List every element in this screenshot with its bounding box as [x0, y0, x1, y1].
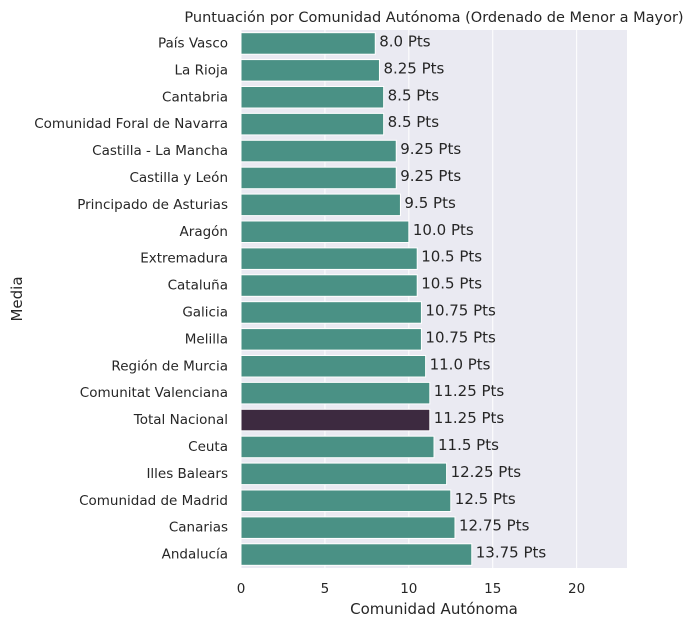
data-label: 12.75 Pts [459, 517, 530, 535]
data-label: 10.5 Pts [421, 275, 482, 293]
data-label: 8.25 Pts [383, 59, 444, 77]
bars [240, 32, 473, 566]
chart-title: Puntuación por Comunidad Autónoma (Orden… [184, 10, 683, 26]
x-tick-label: 5 [321, 581, 330, 597]
data-label: 8.5 Pts [388, 113, 440, 131]
category-label: Melilla [185, 331, 228, 347]
data-label: 8.0 Pts [379, 32, 431, 50]
bar [240, 247, 418, 270]
data-label: 10.75 Pts [425, 301, 496, 319]
data-label: 13.75 Pts [476, 544, 547, 562]
data-label: 9.25 Pts [400, 167, 461, 185]
x-tick-label: 10 [400, 581, 417, 597]
bar [240, 193, 401, 217]
x-tick-labels: 0 5 10 15 20 [237, 581, 586, 597]
bar [240, 462, 448, 486]
data-label: 11.25 Pts [434, 409, 505, 427]
data-label: 10.5 Pts [421, 248, 482, 266]
y-axis-label: Media [8, 276, 26, 321]
plot-area [241, 30, 627, 568]
bar [240, 274, 418, 297]
data-label: 11.5 Pts [438, 436, 499, 454]
data-label: 8.5 Pts [388, 86, 440, 104]
category-label: Comunitat Valenciana [80, 385, 228, 401]
data-label: 9.5 Pts [404, 194, 456, 212]
data-label: 9.25 Pts [400, 140, 461, 158]
category-label: Total Nacional [133, 412, 228, 428]
category-label: Comunidad Foral de Navarra [34, 116, 228, 132]
bar [240, 489, 452, 513]
category-label: Aragón [180, 224, 228, 240]
category-label: Castilla - La Mancha [92, 143, 228, 159]
bar [240, 328, 422, 351]
x-axis-label: Comunidad Autónoma [350, 600, 518, 618]
category-label: Principado de Asturias [77, 197, 228, 213]
bar [240, 516, 456, 539]
x-tick-label: 15 [484, 581, 501, 597]
data-label: 10.75 Pts [425, 328, 496, 346]
category-label: La Rioja [175, 62, 229, 78]
bar [240, 85, 385, 109]
data-label: 12.25 Pts [451, 463, 522, 481]
x-tick-label: 0 [237, 581, 246, 597]
category-label: Castilla y León [129, 170, 228, 186]
category-label: Cataluña [168, 278, 228, 294]
bar [240, 408, 431, 432]
category-label: Illes Balears [146, 466, 228, 482]
bar [240, 543, 473, 566]
x-tick-label: 20 [568, 581, 585, 597]
bar [240, 139, 397, 163]
category-label: Galicia [182, 304, 228, 320]
data-label: 11.0 Pts [430, 355, 491, 373]
bar [240, 381, 431, 405]
category-label: Cantabria [162, 89, 228, 105]
bar [240, 32, 376, 55]
bar [240, 354, 427, 378]
category-label: Ceuta [188, 439, 228, 455]
data-label: 10.0 Pts [413, 221, 474, 239]
category-label: Región de Murcia [111, 358, 228, 374]
bar [240, 220, 410, 244]
category-label: País Vasco [158, 35, 228, 51]
category-label: Canarias [169, 520, 228, 536]
category-label: Comunidad de Madrid [79, 493, 228, 509]
bar [240, 301, 422, 324]
bar [240, 112, 385, 136]
data-label: 12.5 Pts [455, 490, 516, 508]
bar [240, 435, 435, 459]
category-label: Extremadura [140, 251, 228, 267]
category-label: Andalucía [162, 547, 228, 563]
bar [240, 59, 380, 82]
data-label: 11.25 Pts [434, 382, 505, 400]
bar [240, 166, 397, 190]
data-labels: 8.0 Pts 8.25 Pts 8.5 Pts 8.5 Pts 9.25 Pts 9.2… [379, 32, 546, 561]
category-labels: País Vasco La Rioja Cantabria Comunidad For… [34, 35, 228, 562]
